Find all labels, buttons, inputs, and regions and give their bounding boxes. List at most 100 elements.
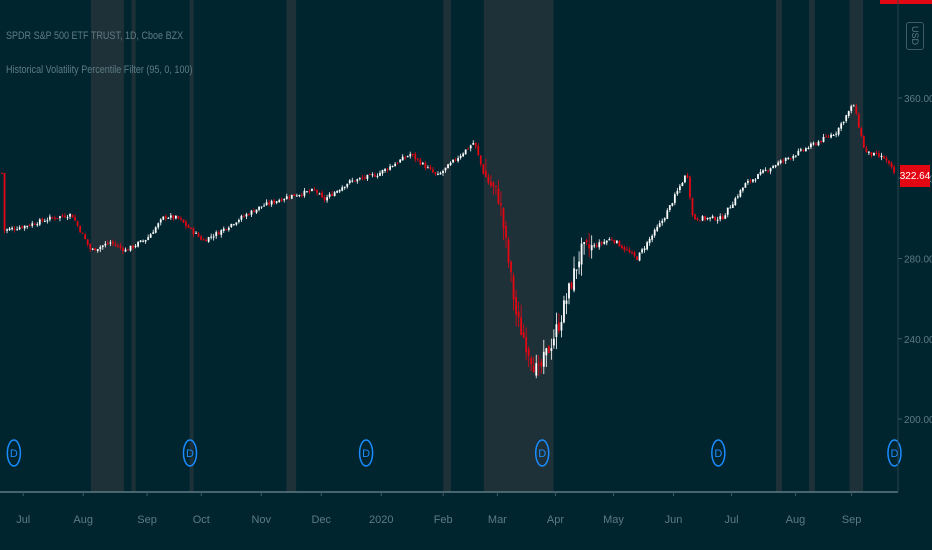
candle-up [840, 123, 843, 129]
candle-down [86, 239, 89, 245]
x-tick-label: Dec [311, 514, 331, 526]
candle-up [462, 153, 465, 157]
candle-down [323, 197, 326, 201]
symbol-legend[interactable]: SPDR S&P 500 ETF TRUST, 1D, Cboe BZX [6, 30, 184, 42]
candle-down [686, 175, 689, 178]
candle-up [391, 165, 394, 167]
y-tick-label: 240.00 [904, 335, 932, 346]
candle-down [202, 239, 205, 241]
candle-up [638, 252, 641, 261]
candle-down [517, 311, 520, 318]
candle-up [409, 154, 412, 157]
candle-up [850, 106, 853, 111]
candle-up [195, 232, 197, 234]
candle-up [124, 249, 127, 252]
candle-down [890, 162, 893, 168]
candle-up [449, 162, 452, 166]
y-tick-label: 200.00 [904, 415, 932, 426]
candle-down [865, 148, 868, 152]
x-tick-label: 2020 [369, 514, 393, 526]
candle-up [653, 229, 656, 236]
candle-up [804, 148, 807, 152]
candle-down [331, 193, 334, 196]
candle-up [250, 210, 253, 215]
candle-down [396, 163, 399, 165]
candle-up [777, 162, 780, 166]
candle-down [273, 200, 276, 204]
candle-down [56, 217, 59, 219]
candle-down [633, 252, 636, 256]
candle-up [147, 237, 150, 240]
candle-down [3, 172, 6, 231]
candle-up [762, 170, 764, 173]
candle-up [598, 242, 601, 248]
volatility-highlight-layer [90, 0, 864, 492]
candle-up [666, 210, 669, 219]
dividend-marker-label: D [538, 448, 546, 460]
candle-up [656, 226, 659, 231]
candle-up [285, 196, 288, 200]
x-tick-label: Aug [786, 514, 806, 526]
candle-up [210, 236, 213, 238]
candle-down [21, 226, 24, 229]
axes-layer: 200.00240.00280.00320.00360.00JulAugSepO… [0, 0, 932, 526]
indicator-legend[interactable]: Historical Volatility Percentile Filter … [6, 64, 193, 76]
candle-down [691, 198, 694, 215]
candle-down [74, 217, 76, 221]
candle-down [361, 177, 364, 179]
candle-down [429, 167, 432, 169]
candle-up [701, 216, 704, 221]
candle-down [404, 157, 407, 159]
candle-down [618, 241, 621, 247]
candle-up [734, 198, 737, 206]
candle-down [495, 185, 497, 188]
candle-down [243, 216, 245, 218]
candle-up [43, 221, 46, 223]
candle-up [356, 179, 359, 182]
candle-down [353, 180, 356, 182]
candle-up [406, 156, 409, 158]
candle-down [28, 225, 31, 227]
candle-up [648, 239, 651, 243]
x-tick-label: Apr [547, 514, 564, 526]
x-tick-label: Jul [16, 514, 30, 526]
candle-up [371, 174, 374, 176]
candle-up [583, 242, 586, 244]
volatility-highlight [849, 0, 864, 492]
candle-down [530, 357, 533, 365]
candle-up [343, 186, 346, 188]
candles-layer [1, 103, 895, 379]
currency-label[interactable]: USD [906, 22, 924, 50]
candle-down [527, 349, 530, 356]
candle-up [376, 175, 379, 177]
candle-down [64, 215, 66, 218]
candle-down [54, 217, 56, 219]
candle-down [185, 221, 187, 226]
candle-up [792, 155, 795, 159]
candle-up [797, 150, 800, 156]
candle-up [810, 143, 812, 148]
dividend-marker-label: D [362, 448, 370, 460]
candle-down [492, 182, 495, 187]
volatility-highlight [776, 0, 782, 492]
candle-down [197, 233, 200, 237]
candle-down [313, 189, 316, 191]
candle-up [358, 178, 361, 180]
candle-up [747, 180, 749, 183]
candle-up [245, 214, 248, 217]
candle-up [605, 240, 608, 243]
candle-up [265, 202, 268, 206]
candle-down [288, 197, 291, 199]
candle-down [482, 164, 485, 174]
candle-down [860, 128, 863, 136]
candle-up [278, 200, 281, 203]
x-tick-label: Feb [434, 514, 453, 526]
x-tick-label: Oct [193, 514, 210, 526]
candle-up [255, 209, 258, 213]
candle-down [862, 135, 865, 148]
candle-down [200, 236, 202, 240]
candle-up [283, 198, 286, 201]
candle-up [807, 147, 810, 149]
candle-up [578, 261, 580, 268]
